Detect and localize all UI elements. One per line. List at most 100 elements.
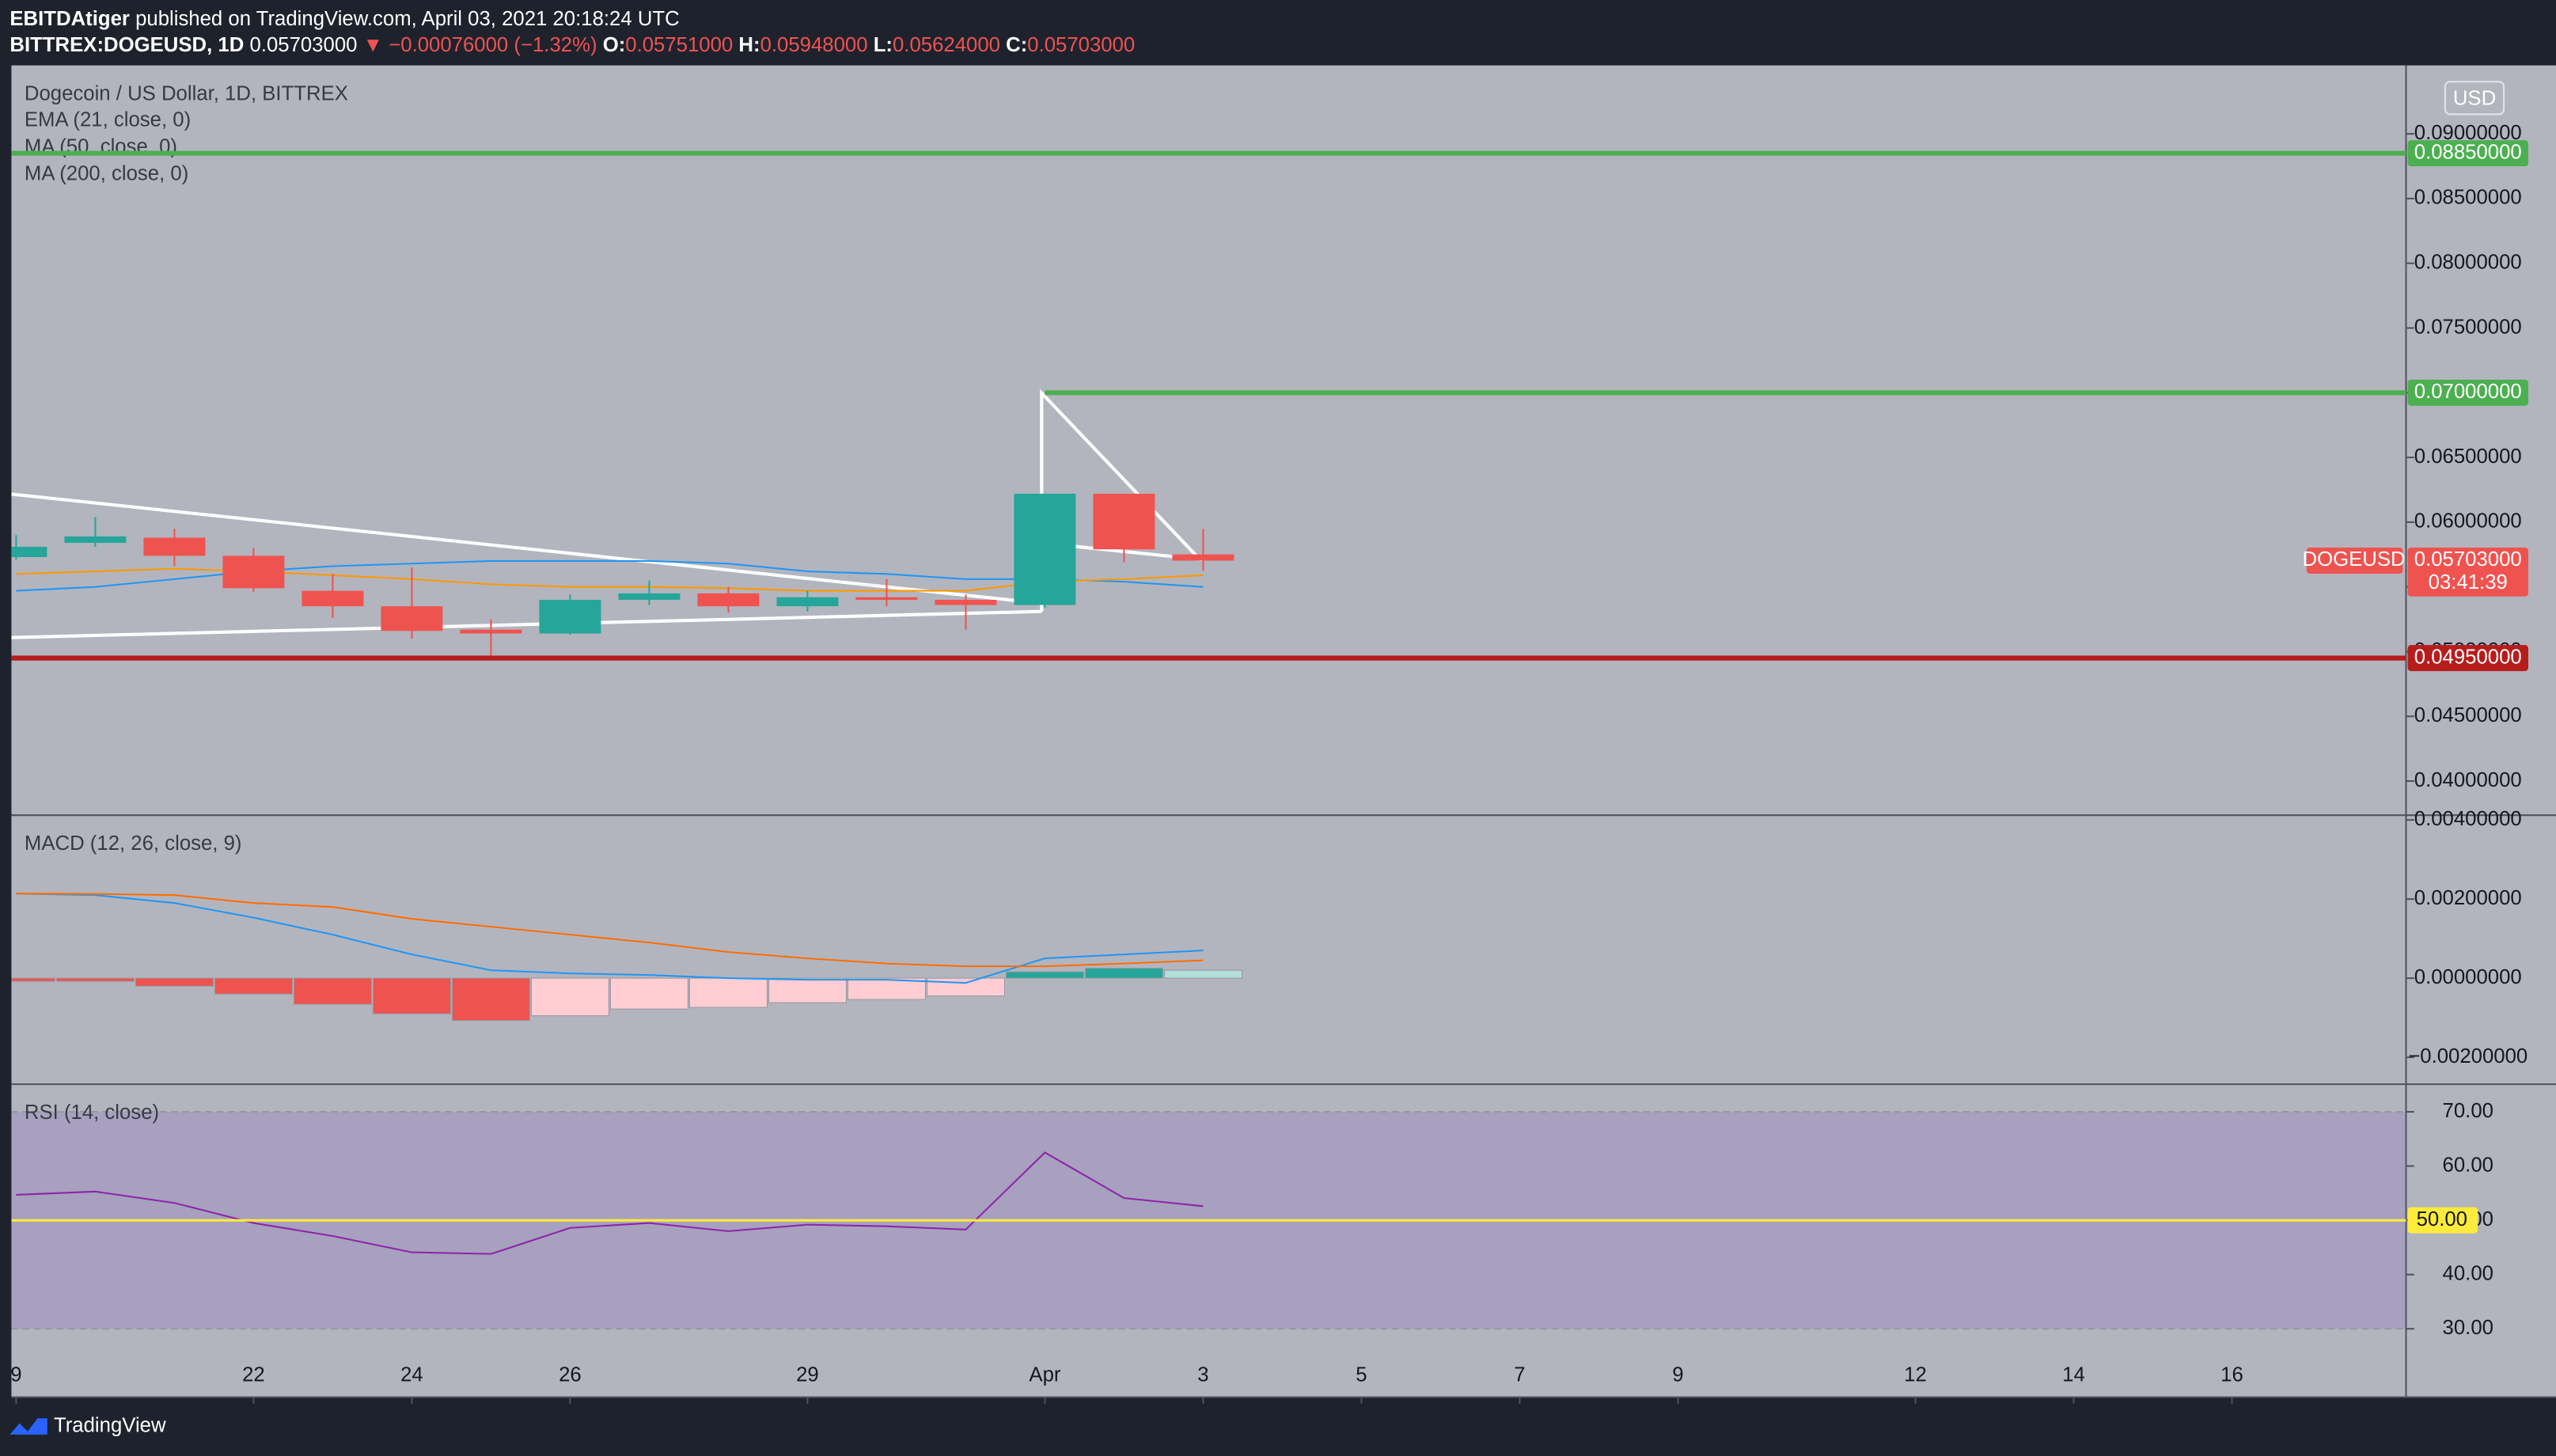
- candle-body: [855, 597, 918, 601]
- trend-line: [11, 609, 1042, 639]
- ohlc-value: 0.05703000: [1027, 34, 1135, 56]
- ohlc-value: 0.05751000: [625, 34, 733, 56]
- x-tick-label: 14: [2062, 1364, 2085, 1386]
- y-tick-label: 30.00: [2443, 1317, 2493, 1339]
- histogram-bar: [451, 977, 530, 1022]
- histogram-bar: [1005, 971, 1084, 979]
- x-tick-label: 7: [1514, 1364, 1525, 1386]
- level-label: 0.08850000: [2414, 141, 2522, 163]
- symbol-line: BITTREX:DOGEUSD, 1D 0.05703000 ▼ −0.0007…: [9, 34, 1135, 56]
- level-label: 0.04950000: [2414, 646, 2522, 668]
- ohlc-key: C:: [1006, 34, 1027, 56]
- level-tag: [2407, 140, 2528, 167]
- candle-body: [301, 590, 364, 607]
- x-tick-label: Apr: [1029, 1364, 1060, 1386]
- y-tick-label: 70.00: [2443, 1100, 2493, 1122]
- pane-title: Dogecoin / US Dollar, 1D, BITTREX: [25, 83, 348, 105]
- y-tick-label: −0.00200000: [2408, 1045, 2528, 1067]
- candle-body: [11, 546, 47, 558]
- pane-title: MACD (12, 26, close, 9): [25, 832, 242, 855]
- pane: [11, 493, 1234, 657]
- currency-button[interactable]: [2444, 81, 2505, 116]
- candle-body: [222, 555, 285, 589]
- candle-body: [143, 537, 206, 556]
- histogram-bar: [530, 977, 609, 1017]
- x-tick-label: 22: [242, 1364, 265, 1386]
- midline-label: 50.00: [2417, 1208, 2467, 1230]
- ohlc-key: O:: [603, 34, 626, 56]
- logo: [9, 1418, 47, 1435]
- midline-tag: [2407, 1207, 2478, 1234]
- x-tick-label: 29: [796, 1364, 819, 1386]
- x-tick-label: 5: [1356, 1364, 1367, 1386]
- candle-body: [1093, 493, 1155, 550]
- candle-body: [776, 597, 839, 607]
- histogram-bar: [768, 977, 847, 1003]
- candle-body: [1172, 554, 1234, 561]
- x-tick-label: 12: [1904, 1364, 1927, 1386]
- y-tick-label: 0.08000000: [2414, 252, 2522, 274]
- legend-entry: EMA (21, close, 0): [25, 108, 191, 131]
- level-tag: [2407, 379, 2528, 406]
- last-name-tag: [2306, 547, 2403, 574]
- level-label: 0.07000000: [2414, 381, 2522, 403]
- pane: [11, 893, 1242, 1022]
- ohlc-key: H:: [738, 34, 760, 56]
- candle-body: [935, 600, 997, 605]
- x-tick-label: 26: [559, 1364, 582, 1386]
- histogram-bar: [688, 977, 768, 1008]
- currency-label[interactable]: USD: [2453, 88, 2496, 110]
- x-tick-label: 16: [2220, 1364, 2243, 1386]
- macd-line: [16, 893, 1204, 984]
- ohlc-value: 0.05624000: [893, 34, 1000, 56]
- histogram-bar: [372, 977, 451, 1014]
- histogram-bar: [11, 977, 55, 982]
- candle-body: [539, 600, 601, 634]
- y-tick-label: 0.00200000: [2414, 887, 2522, 909]
- histogram-bar: [926, 977, 1005, 997]
- countdown: 03:41:39: [2429, 571, 2508, 593]
- histogram-bar: [1163, 969, 1242, 979]
- ma-line: [16, 559, 1204, 592]
- brand: TradingView: [54, 1414, 166, 1436]
- header-line: EBITDAtiger published on TradingView.com…: [9, 8, 679, 30]
- y-tick-label: 0.04500000: [2414, 704, 2522, 726]
- y-tick-label: 40.00: [2443, 1262, 2493, 1284]
- y-tick-label: 0.04000000: [2414, 769, 2522, 791]
- y-tick-label: 60.00: [2443, 1154, 2493, 1176]
- histogram-bar: [609, 977, 688, 1010]
- pane-title: RSI (14, close): [25, 1101, 159, 1124]
- last-price: 0.05703000: [250, 34, 358, 56]
- histogram-bar: [1084, 968, 1163, 979]
- candle-body: [1014, 493, 1076, 605]
- y-tick-label: 0.06000000: [2414, 510, 2522, 533]
- histogram-bar: [293, 977, 372, 1005]
- candle-body: [460, 629, 522, 634]
- last-name: DOGEUSD: [2303, 548, 2406, 571]
- chart-bg: [11, 65, 2556, 1397]
- x-tick-label: 24: [400, 1364, 423, 1386]
- legend-entry: MA (200, close, 0): [25, 162, 188, 184]
- histogram-bar: [55, 977, 135, 982]
- histogram-bar: [847, 977, 926, 1000]
- x-tick-label: 3: [1197, 1364, 1208, 1386]
- candle-body: [381, 606, 443, 631]
- candle-body: [618, 593, 681, 601]
- published: published on TradingView.com, April 03, …: [130, 8, 680, 30]
- x-tick-label: 9: [1672, 1364, 1683, 1386]
- ohlc-value: 0.05948000: [760, 34, 868, 56]
- last-label: 0.05703000: [2414, 548, 2522, 571]
- y-tick-label: 0.06500000: [2414, 446, 2522, 468]
- candle-body: [64, 536, 127, 544]
- macd-line: [16, 893, 1204, 968]
- author: EBITDAtiger: [9, 8, 130, 30]
- change: ▼ −0.00076000 (−1.32%): [363, 34, 597, 56]
- trend-line: [11, 492, 1042, 605]
- histogram-bar: [135, 977, 214, 987]
- ma-line: [16, 567, 1204, 592]
- x-tick-label: 9: [10, 1364, 21, 1386]
- candle-body: [697, 593, 760, 607]
- ohlc-key: L:: [874, 34, 893, 56]
